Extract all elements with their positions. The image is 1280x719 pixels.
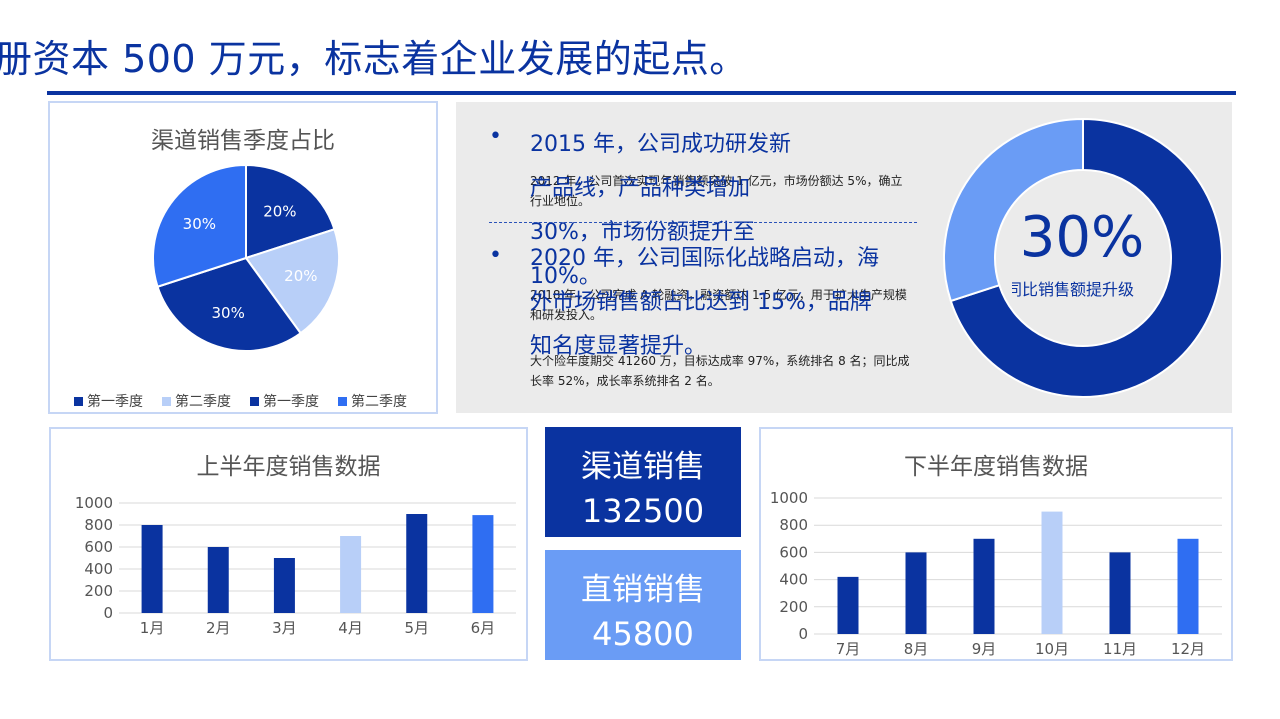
donut-chart [943, 117, 1223, 398]
y-tick-label: 800 [84, 516, 113, 534]
pie-slice-label: 20% [284, 267, 317, 285]
x-tick-label: 12月 [1171, 640, 1205, 658]
donut-center-value: 30% [1019, 205, 1145, 270]
legend-swatch [338, 397, 347, 406]
bar [1109, 552, 1131, 634]
kpi-label: 直销销售 [581, 572, 705, 608]
bar-chart-h2-title: 下半年度销售数据 [904, 454, 1088, 480]
y-tick-label: 800 [779, 516, 808, 534]
x-tick-label: 3月 [272, 619, 297, 637]
y-tick-label: 200 [779, 598, 808, 616]
bar-chart-h2: 0 200 400 600 800 1000 7月 8月 9月 10月 11月 12月 [770, 489, 1222, 658]
donut-segment [943, 117, 1084, 303]
x-tick-label: 2月 [206, 619, 231, 637]
legend-swatch [162, 397, 171, 406]
legend-swatch [250, 397, 259, 406]
pie-slice [156, 256, 303, 352]
pie-slice-label: 20% [263, 202, 296, 220]
title-underline [47, 91, 1236, 95]
donut-center-label: 同比销售额提升级 [1012, 280, 1135, 299]
highlight-note: 大个险年度期交 41260 万，目标达成率 97%，系统排名 8 名；同比成长率… [530, 354, 910, 388]
bar-chart-h1-panel: 上半年度销售数据 0 200 400 600 800 1000 1月 2月 3月 4月 5月 6月 [49, 427, 528, 661]
y-tick-label: 400 [84, 560, 113, 578]
pie-slice-label: 30% [183, 215, 216, 233]
x-tick-label: 4月 [338, 619, 363, 637]
bar [1177, 538, 1199, 634]
highlight-detail: 2012 年，公司首次实现年销售额突破 1 亿元，市场份额达 5%，确立行业地位… [530, 174, 903, 208]
bar [273, 558, 295, 613]
bar-chart-h1-title: 上半年度销售数据 [196, 454, 381, 480]
y-tick-label: 400 [779, 571, 808, 589]
legend-label: 第二季度 [351, 393, 407, 410]
kpi-value: 45800 [592, 615, 694, 653]
pie-slice [244, 228, 340, 335]
y-tick-label: 600 [84, 538, 113, 556]
donut-segment [949, 117, 1223, 398]
pie-slice-label: 30% [212, 304, 245, 322]
kpi-value: 132500 [581, 492, 705, 530]
x-tick-label: 7月 [836, 640, 861, 658]
page-title: 册资本 500 万元，标志着企业发展的起点。 [0, 37, 748, 81]
bar [207, 547, 229, 613]
kpi-card-channel: 渠道销售 132500 [545, 427, 741, 537]
highlight-divider [489, 222, 917, 223]
bar [472, 515, 494, 613]
y-tick-label: 1000 [770, 489, 808, 507]
y-tick-label: 600 [779, 543, 808, 561]
y-tick-label: 0 [798, 625, 808, 643]
legend-label: 第一季度 [263, 393, 319, 410]
kpi-card-direct: 直销销售 45800 [545, 550, 741, 660]
legend-swatch [74, 397, 83, 406]
legend-label: 第一季度 [87, 393, 143, 410]
pie-slice [152, 163, 247, 288]
pie-chart-title: 渠道销售季度占比 [151, 128, 335, 154]
bullet-icon: • [489, 124, 502, 149]
pie-chart-panel: 渠道销售季度占比 20% 20% 30% 30% 第一季度 第二季度 第一季度 第二季度 [48, 101, 438, 414]
pie-slice [245, 163, 336, 260]
bar [141, 525, 163, 613]
bar-chart-h1: 0 200 400 600 800 1000 1月 2月 3月 4月 5月 6月 [75, 494, 516, 637]
bullet-icon: • [489, 243, 502, 268]
y-tick-label: 200 [84, 582, 113, 600]
x-tick-label: 6月 [471, 619, 496, 637]
x-tick-label: 5月 [404, 619, 429, 637]
bar [340, 536, 362, 613]
bar [973, 538, 995, 634]
highlight-headline: 2020 年，公司国际化战略启动，海外市场销售额占比达到 15%，品牌知名度显著… [530, 246, 879, 359]
bar [837, 576, 859, 634]
x-tick-label: 11月 [1103, 640, 1137, 658]
highlight-headline: 2015 年，公司成功研发新产品线，产品种类增加 30%，市场份额提升至 10%… [530, 132, 791, 289]
bar [406, 514, 428, 613]
bar-chart-h2-panel: 下半年度销售数据 0 200 400 600 800 1000 7月 8月 9月 10月 11月 12… [759, 427, 1233, 661]
highlight-detail: 2018 年，公司完成 A 轮融资，融资额达 1.5 亿元，用于扩大生产规模和研… [530, 288, 907, 322]
x-tick-label: 1月 [140, 619, 165, 637]
bar [1041, 511, 1063, 634]
kpi-label: 渠道销售 [581, 449, 705, 485]
x-tick-label: 10月 [1035, 640, 1069, 658]
x-tick-label: 8月 [904, 640, 929, 658]
y-tick-label: 0 [103, 604, 113, 622]
legend-label: 第二季度 [175, 393, 231, 410]
pie-chart: 20% 20% 30% 30% 第一季度 第二季度 第一季度 第二季度 [74, 163, 407, 410]
x-tick-label: 9月 [972, 640, 997, 658]
y-tick-label: 1000 [75, 494, 113, 512]
bar [905, 552, 927, 634]
